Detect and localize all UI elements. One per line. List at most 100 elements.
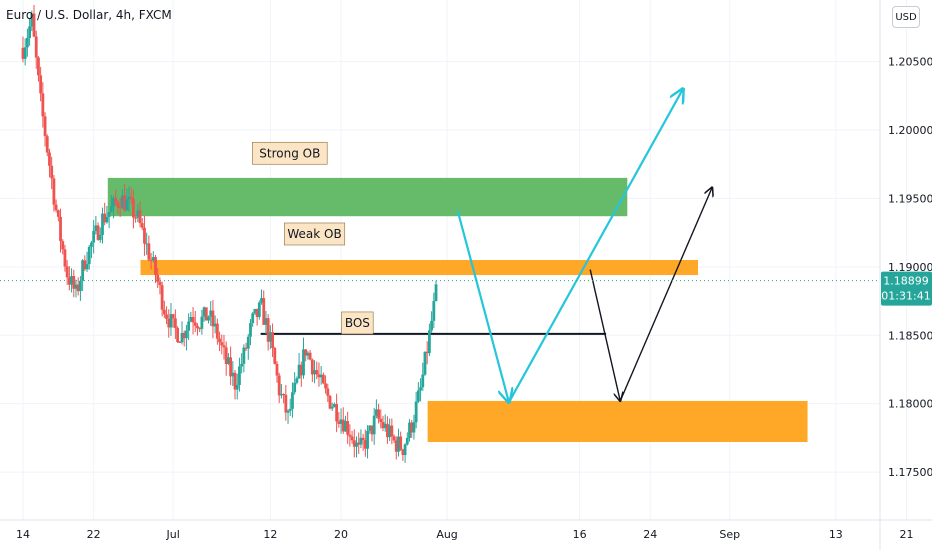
candle-body	[218, 338, 221, 343]
projection-arrow	[589, 269, 620, 401]
bos-label-box	[341, 311, 374, 335]
candle-body	[180, 332, 184, 343]
candle-body	[63, 249, 67, 267]
zone-box	[140, 260, 698, 276]
candle-body	[359, 437, 363, 445]
candles-layer	[21, 4, 438, 463]
candle-body	[39, 75, 43, 94]
candle-body	[355, 442, 358, 447]
candle-body	[308, 352, 312, 360]
candle-body	[324, 383, 327, 389]
candle-body	[72, 275, 76, 289]
candle-body	[383, 423, 387, 429]
candle-body	[226, 357, 230, 364]
candle-body	[48, 152, 51, 166]
candle-body	[169, 314, 173, 328]
candle-body	[59, 216, 62, 242]
candle-body	[196, 325, 199, 329]
candle-body	[288, 408, 292, 411]
candle-body	[70, 275, 73, 285]
candle-body	[374, 409, 378, 416]
candle-body	[246, 336, 250, 349]
candle-body	[204, 307, 208, 321]
candle-body	[151, 257, 155, 261]
candle-body	[282, 394, 286, 396]
candle-body	[220, 342, 224, 346]
x-tick-label: 13	[829, 528, 843, 541]
candle-body	[160, 285, 164, 310]
candle-body	[363, 440, 367, 449]
candle-body	[123, 195, 126, 211]
candle-body	[280, 394, 283, 396]
x-tick-label: 14	[16, 528, 30, 541]
candle-body	[297, 364, 301, 379]
candle-body	[244, 347, 248, 349]
candle-body	[120, 195, 124, 209]
candle-body	[348, 434, 352, 437]
candle-body	[372, 415, 376, 435]
x-tick-label: Sep	[719, 528, 740, 541]
zones-layer: Strong OB Weak OB BOS	[107, 141, 808, 442]
currency-button[interactable]: USD	[892, 6, 920, 28]
candle-body	[101, 213, 104, 235]
candle-body	[306, 352, 310, 356]
candle-body	[98, 234, 102, 240]
y-tick-label: 1.17500	[888, 466, 932, 479]
x-tick-label: 22	[87, 528, 101, 541]
candle-body	[211, 310, 215, 327]
candle-body	[67, 277, 71, 285]
candle-body	[302, 349, 305, 376]
candle-body	[162, 309, 166, 315]
candle-body	[368, 425, 372, 431]
candle-body	[191, 316, 195, 323]
candle-body	[149, 259, 153, 261]
candle-body	[425, 351, 429, 354]
candle-body	[23, 47, 27, 59]
price-badge	[881, 271, 932, 306]
candle-body	[392, 436, 396, 441]
candle-body	[251, 313, 255, 324]
candle-body	[430, 320, 434, 331]
candle-body	[335, 404, 339, 422]
candle-body	[299, 364, 303, 376]
projection-arrow	[619, 187, 712, 402]
candle-body	[118, 207, 122, 209]
zone-box	[427, 400, 808, 442]
candle-body	[423, 351, 427, 375]
candle-body	[432, 301, 436, 321]
candle-body	[43, 116, 47, 137]
candle-body	[277, 375, 281, 396]
symbol-title: Euro / U.S. Dollar, 4h, FXCM	[6, 8, 172, 22]
candle-body	[116, 202, 120, 208]
candle-body	[125, 199, 129, 211]
candle-body	[45, 136, 49, 153]
zone-label: Weak OB	[287, 227, 341, 241]
candle-body	[330, 406, 334, 409]
candle-body	[357, 442, 361, 445]
candle-body	[85, 264, 89, 270]
candle-body	[129, 196, 133, 199]
candle-body	[273, 348, 277, 364]
candle-body	[136, 210, 140, 218]
candle-body	[32, 13, 36, 37]
candle-body	[176, 327, 179, 342]
candle-body	[401, 449, 405, 456]
candle-body	[109, 206, 113, 212]
x-tick-label: 20	[334, 528, 348, 541]
candle-body	[167, 318, 171, 328]
candle-body	[229, 357, 233, 377]
candle-body	[61, 241, 65, 250]
candle-body	[427, 330, 431, 354]
candle-body	[315, 370, 319, 375]
candle-body	[94, 225, 98, 232]
candle-body	[410, 422, 414, 433]
candle-body	[397, 436, 400, 452]
candle-body	[158, 281, 162, 286]
candle-body	[405, 437, 409, 445]
candle-body	[185, 330, 188, 339]
candle-body	[235, 384, 239, 390]
candle-body	[333, 404, 336, 407]
candle-body	[134, 217, 138, 219]
